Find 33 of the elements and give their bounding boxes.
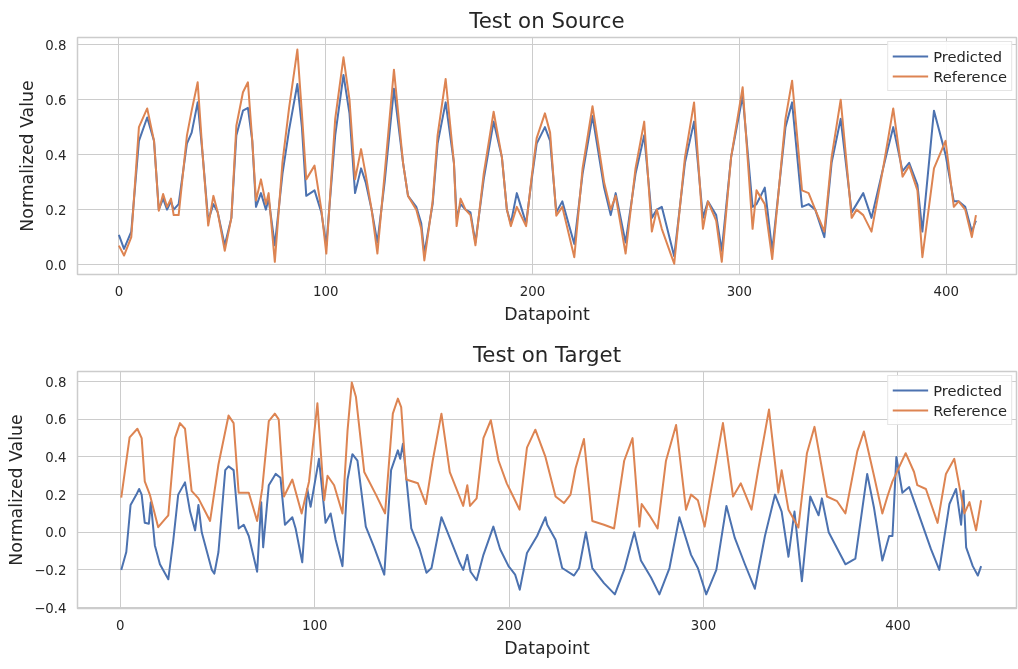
x-tick-label: 0 [114,283,124,299]
y-tick-label: 0.8 [45,374,67,390]
x-tick-label: 300 [690,617,717,633]
x-tick-label: 300 [726,283,753,299]
x-tick-label: 200 [519,283,546,299]
y-axis-title: Normalized Value [6,414,27,566]
x-tick-label: 0 [116,617,125,633]
y-tick-label: 0.0 [45,257,67,273]
y-tick-label: 0.4 [45,449,67,465]
x-tick-label: 400 [885,617,911,633]
y-axis-title: Normalized Value [17,80,38,232]
y-tick-label: 0.6 [45,412,67,428]
chart-title: Test on Target [471,341,622,367]
y-tick-label: −0.2 [34,562,67,578]
x-axis-title: Datapoint [504,637,590,658]
y-tick-label: 0.0 [45,525,67,541]
chart-title: Test on Source [468,7,625,33]
x-tick-label: 200 [496,617,522,633]
y-tick-label: 0.8 [45,37,67,53]
legend-label: Reference [933,401,1007,419]
y-tick-label: 0.2 [45,487,67,503]
x-tick-label: 100 [301,617,328,633]
x-axis-title: Datapoint [504,303,590,324]
x-tick-label: 100 [312,283,339,299]
y-tick-label: 0.6 [45,92,67,108]
line-series [120,442,983,596]
y-tick-label: −0.4 [34,600,67,616]
y-tick-label: 0.4 [45,147,67,163]
legend-label: Predicted [933,47,1002,65]
legend-label: Predicted [933,381,1002,399]
y-tick-label: 0.2 [45,202,67,218]
x-tick-label: 400 [933,283,959,299]
legend-label: Reference [933,67,1007,85]
